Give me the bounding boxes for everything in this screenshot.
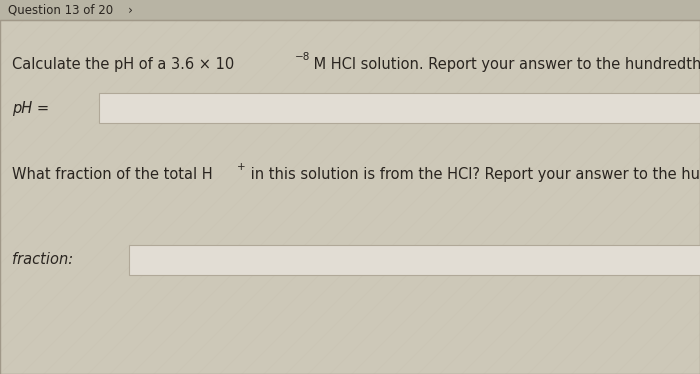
Text: in this solution is from the HCl? Report your answer to the hundredths place.: in this solution is from the HCl? Report… — [246, 166, 700, 181]
Text: M HCl solution. Report your answer to the hundredths place.: M HCl solution. Report your answer to th… — [309, 56, 700, 71]
Text: fraction:: fraction: — [12, 252, 73, 267]
FancyBboxPatch shape — [0, 0, 700, 20]
Text: pH =: pH = — [12, 101, 49, 116]
FancyBboxPatch shape — [99, 93, 700, 123]
Text: Question 13 of 20    ›: Question 13 of 20 › — [8, 3, 133, 16]
FancyBboxPatch shape — [129, 245, 700, 275]
Text: −8: −8 — [295, 52, 310, 62]
Text: +: + — [237, 162, 246, 172]
Text: What fraction of the total H: What fraction of the total H — [12, 166, 213, 181]
Text: Calculate the pH of a 3.6 × 10: Calculate the pH of a 3.6 × 10 — [12, 56, 234, 71]
